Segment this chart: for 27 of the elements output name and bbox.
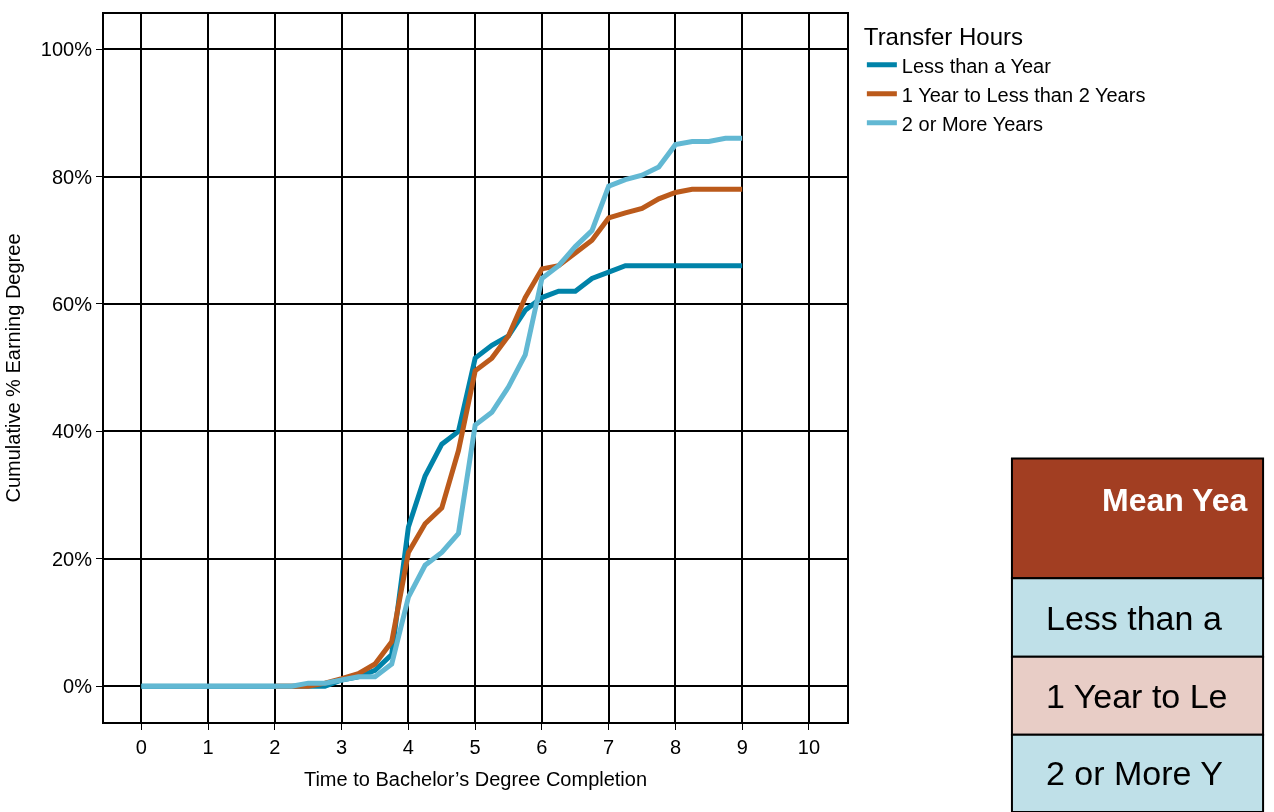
x-tick-label: 3 xyxy=(336,736,348,758)
text: 1 Year to Le xyxy=(1046,677,1228,715)
y-tick-label: 60% xyxy=(51,292,93,315)
x-tick-label: 5 xyxy=(469,736,481,758)
x-tick-label: 0 xyxy=(135,736,147,758)
y-tick-label: 0% xyxy=(63,675,93,698)
y-tick-label: 20% xyxy=(51,547,93,570)
text: Less than a xyxy=(1046,599,1222,637)
x-tick-label: 8 xyxy=(669,736,681,758)
x-axis-title: Time to Bachelor’s Degree Completion xyxy=(303,768,648,790)
x-tick-label: 9 xyxy=(736,736,748,758)
y-tick-label: 100% xyxy=(40,38,93,61)
text: 2 or More Y xyxy=(1046,754,1224,792)
x-tick-label: 2 xyxy=(269,736,281,758)
y-axis-title: Cumulative % Earning Degree xyxy=(1,233,24,503)
x-tick-label: 10 xyxy=(797,736,821,758)
x-tick-label: 6 xyxy=(536,736,548,758)
x-tick-label: 7 xyxy=(603,736,615,758)
legend-label: 1 Year to Less than 2 Years xyxy=(901,83,1146,106)
legend-label: 2 or More Years xyxy=(901,112,1044,135)
x-tick-label: 1 xyxy=(202,736,214,758)
y-tick-label: 80% xyxy=(51,165,93,188)
legend-title: Transfer Hours xyxy=(863,23,1024,51)
y-tick-label: 40% xyxy=(51,420,93,443)
legend-label: Less than a Year xyxy=(901,54,1052,77)
x-tick-label: 4 xyxy=(402,736,414,758)
text: Mean Yea xyxy=(1102,482,1248,518)
